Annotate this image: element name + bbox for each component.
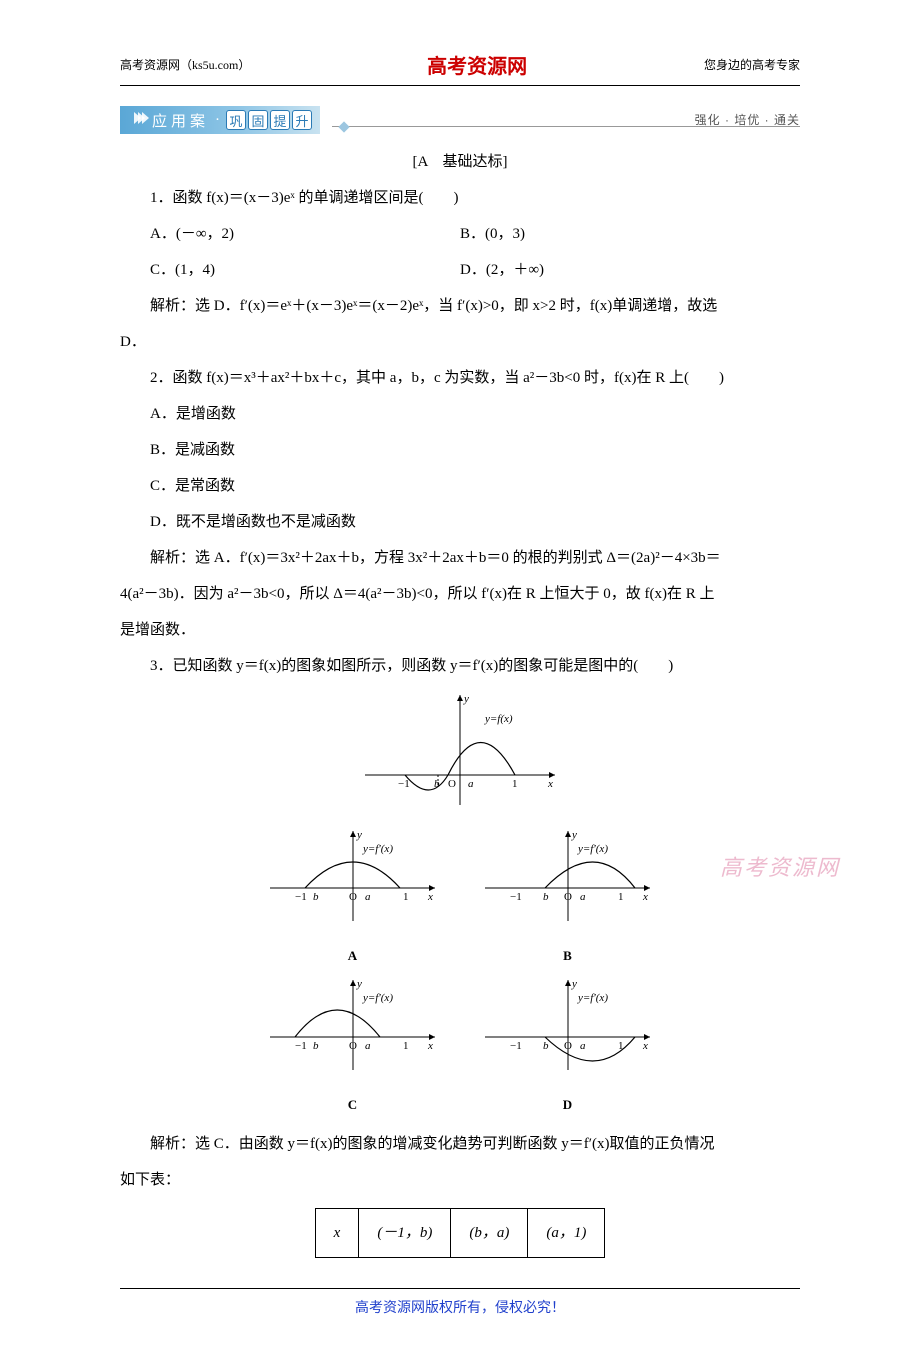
section-banner: 应用案 · 巩 固 提 升 强化 · 培优 · 通关	[120, 106, 800, 134]
q2-optC: C．是常函数	[120, 468, 800, 504]
header-left: 高考资源网（ks5u.com）	[120, 56, 250, 73]
table-cell: (a，1)	[528, 1209, 605, 1258]
table-cell: x	[315, 1209, 359, 1258]
svg-text:b: b	[434, 778, 440, 790]
banner-pills: 巩 固 提 升	[226, 110, 312, 130]
svg-text:x: x	[427, 1040, 433, 1052]
svg-text:1: 1	[512, 778, 518, 790]
q1-optD: D．(2，＋∞)	[460, 252, 800, 288]
sign-table: x (－1，b) (b，a) (a，1)	[315, 1208, 606, 1258]
footer-rule	[120, 1288, 800, 1289]
banner-rule: 强化 · 培优 · 通关	[332, 113, 800, 127]
q2-optA: A．是增函数	[120, 396, 800, 432]
svg-text:y: y	[463, 693, 469, 705]
page-header: 高考资源网（ks5u.com） 高考资源网 您身边的高考专家	[120, 50, 800, 79]
svg-text:O: O	[349, 891, 357, 903]
svg-text:a: a	[580, 1040, 586, 1052]
banner-pill: 固	[248, 110, 268, 130]
svg-text:O: O	[349, 1040, 357, 1052]
q1-optA: A．(－∞，2)	[120, 216, 460, 252]
q1-solution: 解析：选 D．f′(x)＝eˣ＋(x－3)eˣ＝(x－2)eˣ，当 f′(x)>…	[120, 288, 800, 324]
svg-text:a: a	[580, 891, 586, 903]
figure-panel-C: y x O −1 b a 1 y=f′(x) C	[265, 975, 440, 1120]
svg-text:a: a	[365, 891, 371, 903]
svg-text:−1: −1	[398, 778, 410, 790]
header-right: 您身边的高考专家	[704, 56, 800, 73]
q2-optB: B．是减函数	[120, 432, 800, 468]
header-rule	[120, 85, 800, 86]
svg-text:y=f′(x): y=f′(x)	[362, 992, 393, 1004]
banner-separator: ·	[215, 112, 220, 129]
q2-solution-3: 是增函数．	[120, 612, 800, 648]
table-cell: (－1，b)	[359, 1209, 451, 1258]
footer-text: 高考资源网版权所有，侵权必究！	[120, 1297, 800, 1317]
banner-label: 应用案	[152, 110, 209, 131]
banner-pill: 提	[270, 110, 290, 130]
svg-text:O: O	[564, 891, 572, 903]
q2-solution-2: 4(a²－3b)．因为 a²－3b<0，所以 Δ＝4(a²－3b)<0，所以 f…	[120, 576, 800, 612]
banner-tag: 强化 · 培优 · 通关	[695, 111, 800, 128]
svg-text:−1: −1	[295, 891, 307, 903]
q1-optB: B．(0，3)	[460, 216, 800, 252]
q3-stem: 3．已知函数 y＝f(x)的图象如图所示，则函数 y＝f′(x)的图象可能是图中…	[120, 648, 800, 684]
svg-text:a: a	[365, 1040, 371, 1052]
q2-stem: 2．函数 f(x)＝x³＋ax²＋bx＋c，其中 a，b，c 为实数，当 a²－…	[120, 360, 800, 396]
svg-text:1: 1	[403, 1040, 409, 1052]
figure-panel-B: y x O −1 b a 1 y=f′(x) B	[480, 826, 655, 971]
svg-text:y=f′(x): y=f′(x)	[577, 843, 608, 855]
svg-text:y=f′(x): y=f′(x)	[577, 992, 608, 1004]
svg-text:1: 1	[618, 891, 624, 903]
svg-text:y=f(x): y=f(x)	[484, 713, 513, 725]
banner-box: 应用案 · 巩 固 提 升	[120, 106, 320, 134]
banner-pill: 巩	[226, 110, 246, 130]
q1-optC: C．(1，4)	[120, 252, 460, 288]
svg-text:b: b	[313, 1040, 319, 1052]
svg-text:y=f′(x): y=f′(x)	[362, 843, 393, 855]
section-title: [A 基础达标]	[120, 144, 800, 180]
svg-text:b: b	[543, 891, 549, 903]
q3-solution-2: 如下表：	[120, 1162, 800, 1198]
header-center-logo: 高考资源网	[427, 50, 527, 79]
figure-main: y x O y=f(x) −1 b a 1	[360, 690, 560, 824]
svg-text:1: 1	[618, 1040, 624, 1052]
figure-group: y x O y=f(x) −1 b a 1 y x O −1 b a 1 y=f…	[120, 690, 800, 1122]
q3-solution: 解析：选 C．由函数 y＝f(x)的图象的增减变化趋势可判断函数 y＝f′(x)…	[120, 1126, 800, 1162]
table-cell: (b，a)	[451, 1209, 528, 1258]
svg-text:y: y	[356, 978, 362, 990]
banner-pill: 升	[292, 110, 312, 130]
q2-solution-1: 解析：选 A．f′(x)＝3x²＋2ax＋b，方程 3x²＋2ax＋b＝0 的根…	[120, 540, 800, 576]
svg-text:b: b	[313, 891, 319, 903]
svg-text:−1: −1	[510, 1040, 522, 1052]
q1-stem: 1．函数 f(x)＝(x－3)eˣ 的单调递增区间是( )	[120, 180, 800, 216]
svg-text:O: O	[564, 1040, 572, 1052]
content-body: [A 基础达标] 1．函数 f(x)＝(x－3)eˣ 的单调递增区间是( ) A…	[120, 144, 800, 1258]
svg-text:b: b	[543, 1040, 549, 1052]
svg-text:O: O	[448, 778, 456, 790]
diamond-icon	[338, 121, 349, 132]
svg-text:y: y	[571, 829, 577, 841]
svg-text:x: x	[642, 1040, 648, 1052]
table-row: x (－1，b) (b，a) (a，1)	[315, 1209, 605, 1258]
svg-text:x: x	[427, 891, 433, 903]
svg-text:x: x	[642, 891, 648, 903]
chevron-icon	[134, 112, 146, 129]
svg-text:x: x	[547, 778, 553, 790]
figure-panel-A: y x O −1 b a 1 y=f′(x) A	[265, 826, 440, 971]
svg-text:1: 1	[403, 891, 409, 903]
svg-text:−1: −1	[510, 891, 522, 903]
svg-text:a: a	[468, 778, 474, 790]
svg-text:−1: −1	[295, 1040, 307, 1052]
figure-panel-D: y x O −1 b a 1 y=f′(x) D	[480, 975, 655, 1120]
q2-optD: D．既不是增函数也不是减函数	[120, 504, 800, 540]
q1-solution-tail: D．	[120, 324, 800, 360]
svg-text:y: y	[356, 829, 362, 841]
svg-text:y: y	[571, 978, 577, 990]
